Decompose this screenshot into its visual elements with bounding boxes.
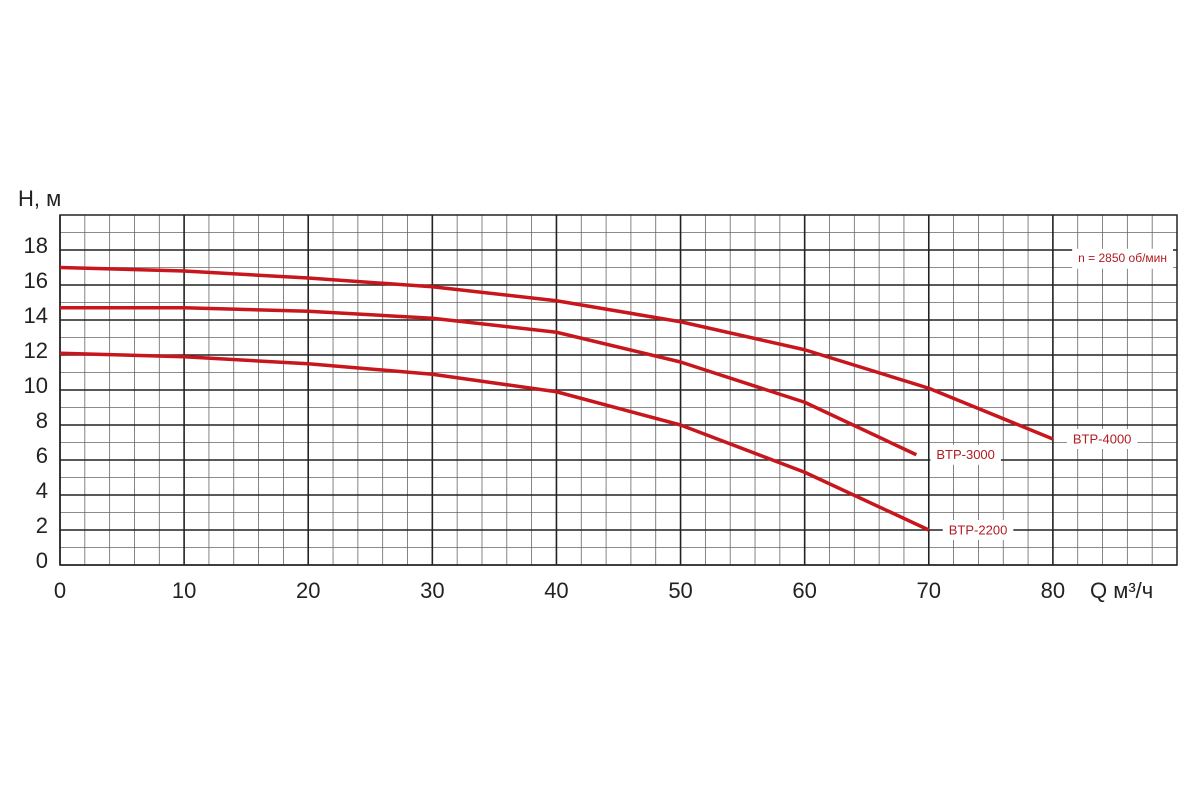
label-background [930,444,1001,465]
annotation-background [1072,248,1173,269]
x-tick-label: 80 [1041,578,1065,603]
series-label: BTP-4000 [1073,431,1132,446]
series-line [60,306,918,457]
x-axis-title: Q м³/ч [1090,578,1153,603]
x-tick-label: 30 [420,578,444,603]
y-tick-label: 12 [24,338,48,363]
series-line [59,265,1054,441]
y-tick-label: 4 [36,478,48,503]
annotation: n = 2850 об/мин [1078,251,1167,265]
x-tick-label: 20 [296,578,320,603]
y-tick-label: 14 [24,303,48,328]
label-background [942,520,1014,540]
x-tick-label: 40 [544,578,568,603]
y-tick-label: 6 [36,443,48,468]
x-tick-label: 50 [668,578,692,603]
y-tick-label: 0 [36,548,48,573]
label-background [1066,429,1138,449]
y-tick-label: 18 [24,233,48,258]
y-axis-title: H, м [18,186,61,211]
y-tick-label: 10 [24,373,48,398]
x-tick-label: 10 [172,578,196,603]
series-line [59,351,930,532]
y-tick-label: 16 [24,268,48,293]
plot: BTP-4000 BTP-3000 BTP-2200 n = 2850 об/мин [59,248,1173,540]
y-tick-label: 8 [36,408,48,433]
series-label: BTP-2200 [949,522,1008,537]
grid [59,214,1178,566]
x-tick-label: 0 [54,578,66,603]
series-label: BTP-3000 [936,447,995,462]
x-tick-label: 70 [917,578,941,603]
y-tick-label: 2 [36,513,48,538]
x-tick-label: 60 [792,578,816,603]
